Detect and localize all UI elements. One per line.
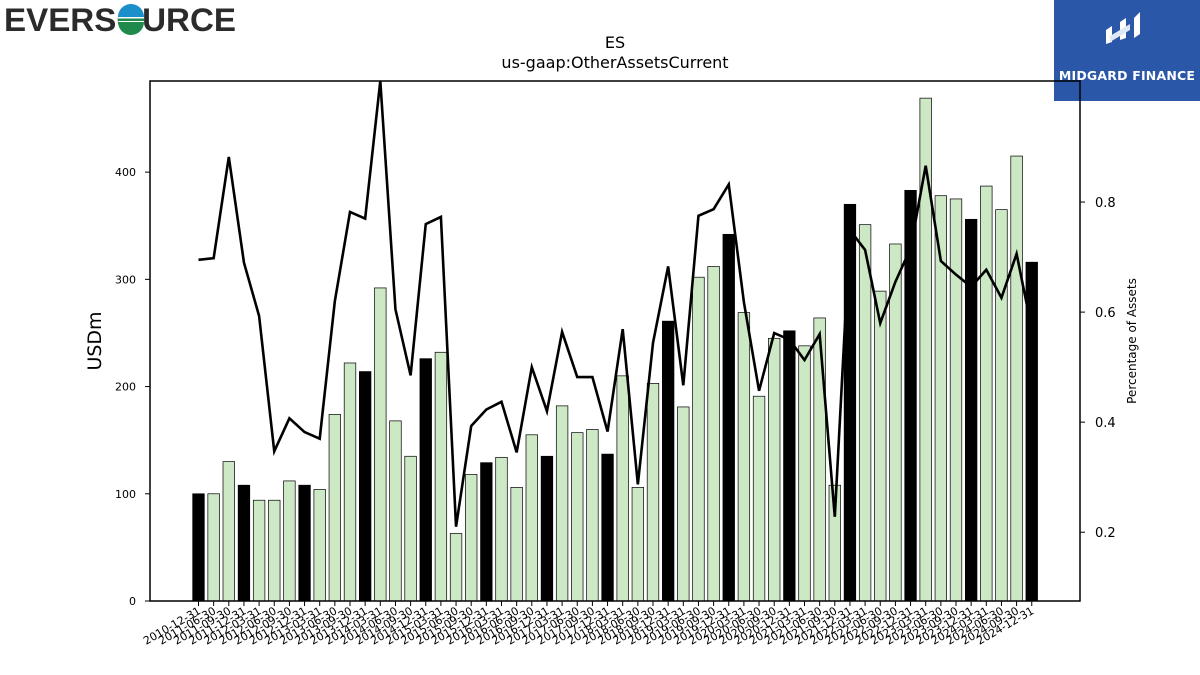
- bar: [1010, 155, 1023, 602]
- y-tick-label: 0: [129, 595, 136, 608]
- bar: [889, 243, 902, 602]
- bar: [768, 337, 781, 602]
- bar: [510, 487, 523, 602]
- bar: [343, 362, 357, 602]
- bar: [874, 290, 887, 602]
- bar: [737, 312, 751, 602]
- bar: [237, 484, 251, 602]
- y-tick-label: 100: [115, 488, 136, 501]
- bar: [495, 456, 508, 602]
- y-tick-label: 200: [115, 381, 136, 394]
- bar: [949, 198, 963, 602]
- bar: [404, 455, 417, 602]
- midgard-logo-text: MIDGARD FINANCE: [1058, 68, 1196, 83]
- bar: [252, 499, 266, 602]
- bar: [904, 190, 917, 602]
- bar: [995, 209, 1008, 602]
- bar: [328, 414, 341, 602]
- bar: [616, 375, 629, 602]
- bar: [449, 533, 463, 602]
- bar: [601, 453, 614, 602]
- bar: [692, 276, 705, 602]
- y2-tick-label: 0.2: [1095, 526, 1116, 541]
- y2-tick-label: 0.8: [1095, 196, 1116, 211]
- midgard-mark-icon: [1106, 12, 1140, 44]
- bar: [419, 358, 432, 602]
- y-tick-label: 400: [115, 166, 136, 179]
- bar: [858, 224, 872, 602]
- plot-frame: [149, 80, 1081, 602]
- bar: [813, 317, 826, 602]
- logo-o-mark: [118, 4, 144, 35]
- bar: [843, 203, 857, 602]
- bar: [980, 185, 993, 602]
- bar: [359, 371, 372, 602]
- bar: [798, 345, 811, 602]
- chart-title: ES: [605, 33, 625, 52]
- chart-subtitle: us-gaap:OtherAssetsCurrent: [501, 53, 728, 72]
- y-tick-label: 300: [115, 273, 136, 286]
- bar: [313, 489, 326, 602]
- y2-tick-label: 0.4: [1095, 416, 1116, 431]
- bar: [677, 406, 690, 602]
- midgard-finance-logo: MIDGARD FINANCE: [1054, 0, 1200, 101]
- percentage-line: [198, 80, 1034, 527]
- bar: [661, 320, 675, 602]
- bar: [268, 499, 281, 602]
- bar: [555, 405, 569, 602]
- bar: [525, 434, 538, 602]
- bar: [298, 484, 311, 602]
- bar: [722, 233, 735, 602]
- bar: [222, 461, 235, 602]
- bar: [192, 493, 205, 602]
- bar: [207, 493, 220, 602]
- plot-area: 01002003004000.20.40.60.82010-12-312011-…: [115, 80, 1116, 648]
- bar: [752, 395, 766, 602]
- bar: [283, 480, 296, 602]
- y2-tick-label: 0.6: [1095, 306, 1116, 321]
- bar: [374, 287, 387, 602]
- bar: [434, 351, 448, 602]
- bar: [480, 462, 493, 602]
- bar: [783, 330, 796, 602]
- bar: [631, 487, 644, 602]
- y-axis-label: USDm: [84, 311, 106, 370]
- bar: [586, 429, 599, 602]
- y2-axis-label: Percentage of Assets: [1125, 278, 1139, 404]
- bar: [646, 383, 660, 602]
- bar: [571, 432, 584, 602]
- bar: [389, 420, 402, 602]
- bar: [540, 455, 554, 602]
- bar: [707, 266, 720, 602]
- eversource-logo: EVERSOURCE: [4, 2, 236, 36]
- bar: [964, 218, 978, 602]
- bar: [465, 474, 478, 602]
